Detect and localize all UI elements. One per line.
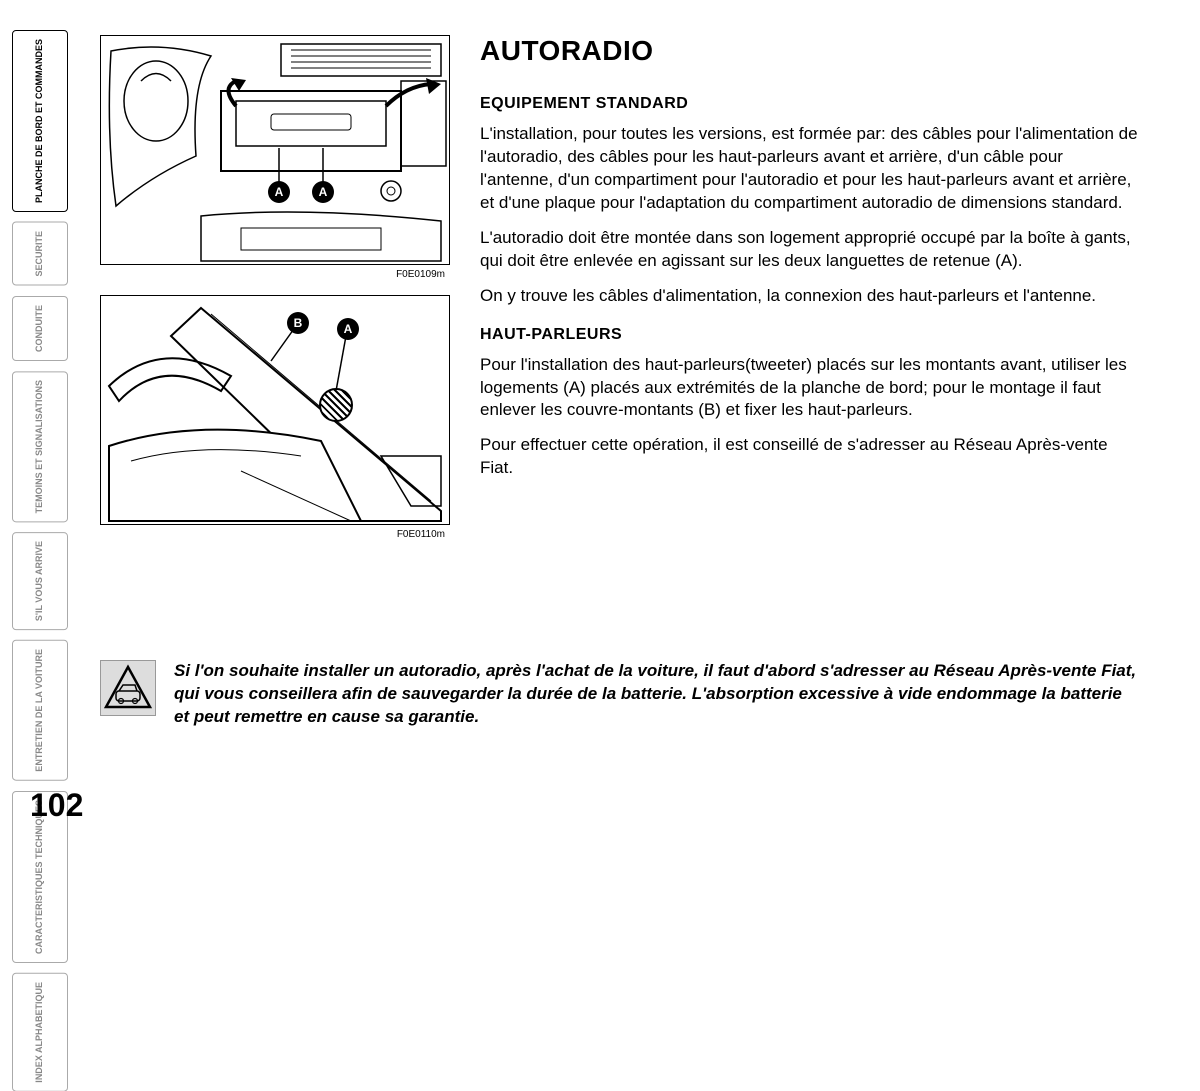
tab-conduite[interactable]: CONDUITE — [12, 296, 68, 361]
page-number: 102 — [30, 787, 83, 824]
figure-2-caption: F0E0110m — [397, 529, 445, 540]
speaker-location — [319, 388, 353, 422]
figure-2: B A F0E0110m — [100, 295, 450, 525]
section-1-p3: On y trouve les câbles d'alimentation, l… — [480, 285, 1140, 308]
sidebar: PLANCHE DE BORD ET COMMANDES SECURITE CO… — [12, 30, 68, 1091]
tab-dashboard[interactable]: PLANCHE DE BORD ET COMMANDES — [12, 30, 68, 212]
warning-text: Si l'on souhaite installer un autoradio,… — [174, 660, 1140, 729]
figure-1: A A F0E0109m — [100, 35, 450, 265]
section-2-p1: Pour l'installation des haut-parleurs(tw… — [480, 354, 1140, 423]
tab-entretien[interactable]: ENTRETIEN DE LA VOITURE — [12, 640, 68, 781]
callout-a1: A — [268, 181, 290, 203]
section-1-p2: L'autoradio doit être montée dans son lo… — [480, 227, 1140, 273]
figures-column: A A F0E0109m B A F0E0110m — [100, 35, 450, 555]
callout-b: B — [287, 312, 309, 334]
tab-securite[interactable]: SECURITE — [12, 222, 68, 286]
figure-2-drawing — [101, 296, 451, 526]
tab-arrive[interactable]: S'IL VOUS ARRIVE — [12, 532, 68, 630]
section-2-p2: Pour effectuer cette opération, il est c… — [480, 434, 1140, 480]
section-1-p1: L'installation, pour toutes les versions… — [480, 123, 1140, 215]
warning-note: Si l'on souhaite installer un autoradio,… — [100, 660, 1140, 729]
section-2-heading: HAUT-PARLEURS — [480, 326, 1140, 344]
warning-icon — [100, 660, 156, 716]
section-1-heading: EQUIPEMENT STANDARD — [480, 95, 1140, 113]
main-content: AUTORADIO EQUIPEMENT STANDARD L'installa… — [480, 35, 1140, 492]
callout-a2: A — [312, 181, 334, 203]
tab-temoins[interactable]: TEMOINS ET SIGNALISATIONS — [12, 371, 68, 522]
callout-a3: A — [337, 318, 359, 340]
figure-1-caption: F0E0109m — [396, 269, 445, 280]
figure-1-drawing — [101, 36, 451, 266]
tab-index[interactable]: INDEX ALPHABETIQUE — [12, 973, 68, 1091]
page-title: AUTORADIO — [480, 35, 1140, 67]
